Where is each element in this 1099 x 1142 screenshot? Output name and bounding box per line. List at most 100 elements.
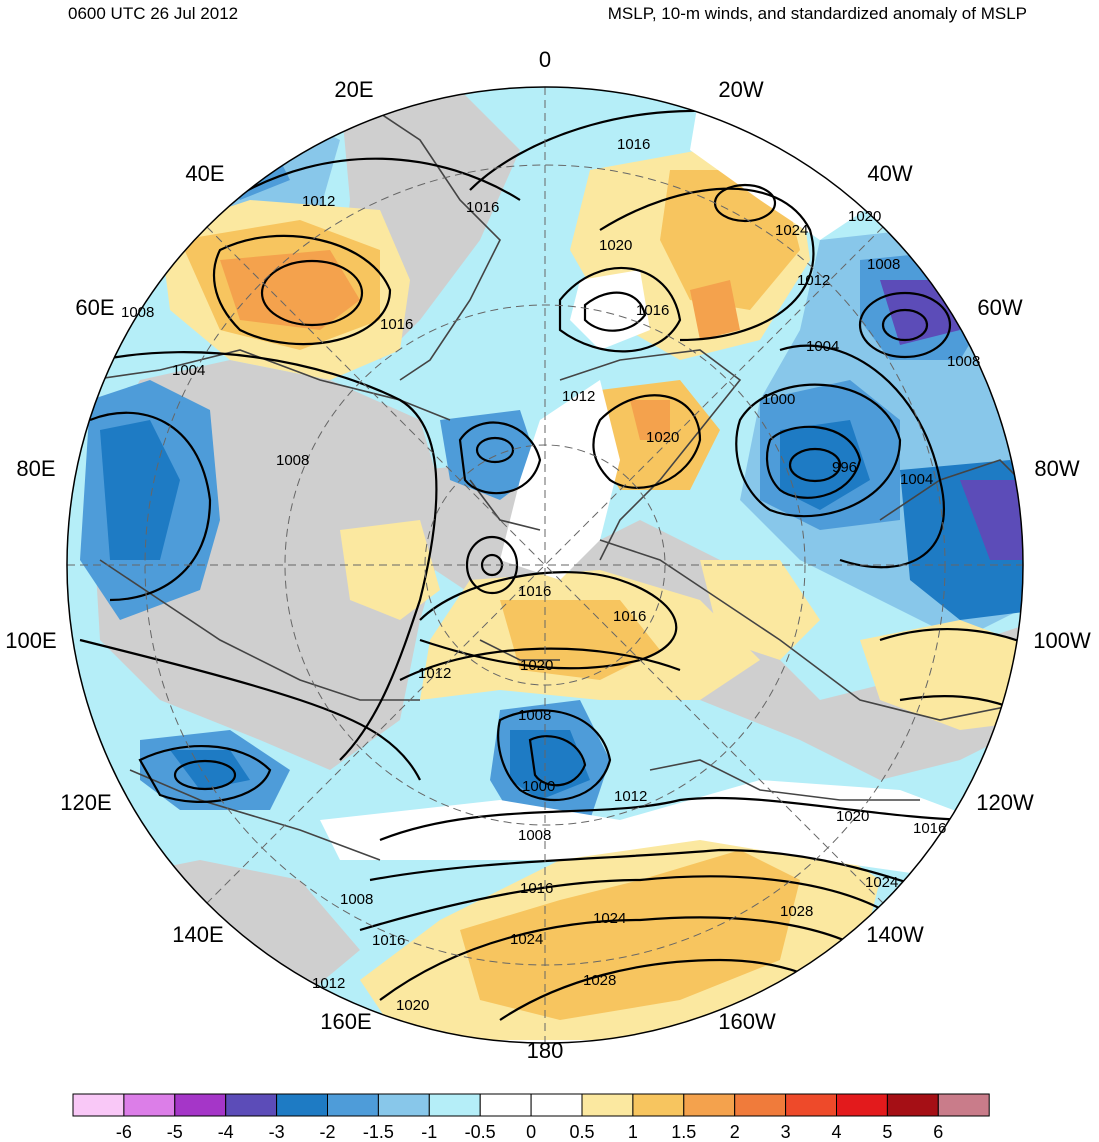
- field-description-title: MSLP, 10-m winds, and standardized anoma…: [607, 4, 1027, 23]
- isobar-label: 996: [832, 459, 857, 476]
- colorbar-tick-label: 5: [882, 1122, 892, 1142]
- isobar-label: 1028: [780, 903, 813, 920]
- isobar-label: 1016: [617, 136, 650, 153]
- isobars: [79, 109, 1023, 1021]
- isobar-label: 1024: [865, 874, 898, 891]
- map-boundary: [66, 86, 1024, 1044]
- colorbar-swatch: [683, 1093, 736, 1117]
- isobar-label: 1008: [518, 707, 551, 724]
- lon-label-20w: 20W: [718, 77, 763, 102]
- isobar-label: 1008: [121, 304, 154, 321]
- isobar-label: 1024: [775, 222, 808, 239]
- isobar-label: 1016: [520, 880, 553, 897]
- colorbar-tick-label: -5: [167, 1122, 183, 1142]
- colorbar-swatch: [377, 1093, 430, 1117]
- colorbar-swatch: [937, 1093, 990, 1117]
- colorbar-tick-label: 0: [526, 1122, 536, 1142]
- colorbar-tick-label: -1.5: [363, 1122, 394, 1142]
- colorbar-swatch: [632, 1093, 685, 1117]
- isobar-label: 1024: [510, 931, 543, 948]
- lon-label-140w: 140W: [866, 922, 924, 947]
- colorbar-tick-label: 1.5: [671, 1122, 696, 1142]
- map-disk: [67, 87, 1023, 1043]
- colorbar-swatch: [886, 1093, 939, 1117]
- isobar-label: 1020: [599, 237, 632, 254]
- colorbar-swatch: [836, 1093, 888, 1117]
- lon-label-20e: 20E: [334, 77, 373, 102]
- isobar-label: 1020: [520, 657, 553, 674]
- lon-label-40w: 40W: [867, 161, 912, 186]
- colorbar-swatch: [785, 1093, 837, 1117]
- lon-label-100w: 100W: [1033, 628, 1091, 653]
- isobar-label: 1000: [522, 778, 555, 795]
- colorbar-swatch: [479, 1093, 532, 1117]
- lon-label-180: 180: [527, 1038, 564, 1063]
- colorbar-swatch: [123, 1093, 176, 1117]
- isobar-label: 1012: [418, 665, 451, 682]
- lon-label-160w: 160W: [718, 1009, 776, 1034]
- colorbar-tick-label: -3: [269, 1122, 285, 1142]
- isobar-label: 1008: [276, 452, 309, 469]
- isobar-label: 1008: [867, 256, 900, 273]
- colorbar-tick-label: -6: [116, 1122, 132, 1142]
- graticule: [67, 87, 1023, 1043]
- isobar-label: 1024: [593, 910, 626, 927]
- lon-label-80e: 80E: [16, 456, 55, 481]
- isobar-label: 1008: [518, 827, 551, 844]
- colorbar-swatch: [734, 1093, 787, 1117]
- colorbar-swatch: [225, 1093, 278, 1117]
- lon-label-100e: 100E: [5, 628, 56, 653]
- isobar-labels: 1016 1012 1016 1020 1024 1020 1016 1016 …: [121, 136, 980, 1014]
- isobar-label: 1008: [340, 891, 373, 908]
- colorbar-tick-label: 3: [781, 1122, 791, 1142]
- colorbar-swatch: [72, 1093, 125, 1117]
- lon-label-60w: 60W: [977, 295, 1022, 320]
- colorbar-swatch: [428, 1093, 481, 1117]
- isobar-label: 1016: [466, 199, 499, 216]
- isobar-label: 1008: [947, 353, 980, 370]
- isobar-label: 1004: [172, 362, 205, 379]
- colorbar-tick-label: 4: [831, 1122, 841, 1142]
- colorbar-swatch: [530, 1093, 583, 1117]
- lon-label-120w: 120W: [976, 790, 1034, 815]
- isobar-label: 1016: [613, 608, 646, 625]
- colorbar-swatch: [174, 1093, 227, 1117]
- valid-time-title: 0600 UTC 26 Jul 2012: [68, 4, 239, 23]
- colorbar: -6 -5 -4 -3 -2 -1.5 -1 -0.5 0 0.5 1 1.5 2 3 4 5 6: [72, 1093, 990, 1142]
- isobar-label: 1020: [646, 429, 679, 446]
- isobar-label: 1028: [583, 972, 616, 989]
- colorbar-tick-label: 1: [628, 1122, 638, 1142]
- lon-label-140e: 140E: [172, 922, 223, 947]
- isobar-label: 1012: [614, 788, 647, 805]
- lon-label-60e: 60E: [75, 295, 114, 320]
- isobar-label: 1016: [372, 932, 405, 949]
- isobar-label: 1016: [636, 302, 669, 319]
- colorbar-tick-label: -4: [218, 1122, 234, 1142]
- lon-label-120e: 120E: [60, 790, 111, 815]
- lon-label-40e: 40E: [185, 161, 224, 186]
- isobar-label: 1004: [900, 471, 933, 488]
- isobar-label: 1020: [836, 808, 869, 825]
- colorbar-swatch: [327, 1093, 379, 1117]
- isobar-label: 1004: [806, 338, 839, 355]
- colorbar-tick-label: -1: [421, 1122, 437, 1142]
- longitude-labels: 0 20W 40W 60W 80W 100W 120W 140W 160W 18…: [5, 47, 1091, 1063]
- isobar-label: 1016: [380, 316, 413, 333]
- lon-label-0: 0: [539, 47, 551, 72]
- colorbar-tick-label: 6: [933, 1122, 943, 1142]
- positive-anomalies: [160, 150, 1023, 1040]
- isobar-label: 1012: [797, 272, 830, 289]
- colorbar-tick-label: 0.5: [569, 1122, 594, 1142]
- colorbar-tick-label: 2: [730, 1122, 740, 1142]
- colorbar-swatch: [581, 1093, 634, 1117]
- lon-label-80w: 80W: [1034, 456, 1079, 481]
- colorbar-tick-label: -2: [319, 1122, 335, 1142]
- colorbar-tick-label: -0.5: [465, 1122, 496, 1142]
- isobar-label: 1020: [848, 208, 881, 225]
- colorbar-swatch: [276, 1093, 329, 1117]
- isobar-label: 1012: [312, 975, 345, 992]
- isobar-label: 1012: [302, 193, 335, 210]
- lon-label-160e: 160E: [320, 1009, 371, 1034]
- isobar-label: 1016: [913, 820, 946, 837]
